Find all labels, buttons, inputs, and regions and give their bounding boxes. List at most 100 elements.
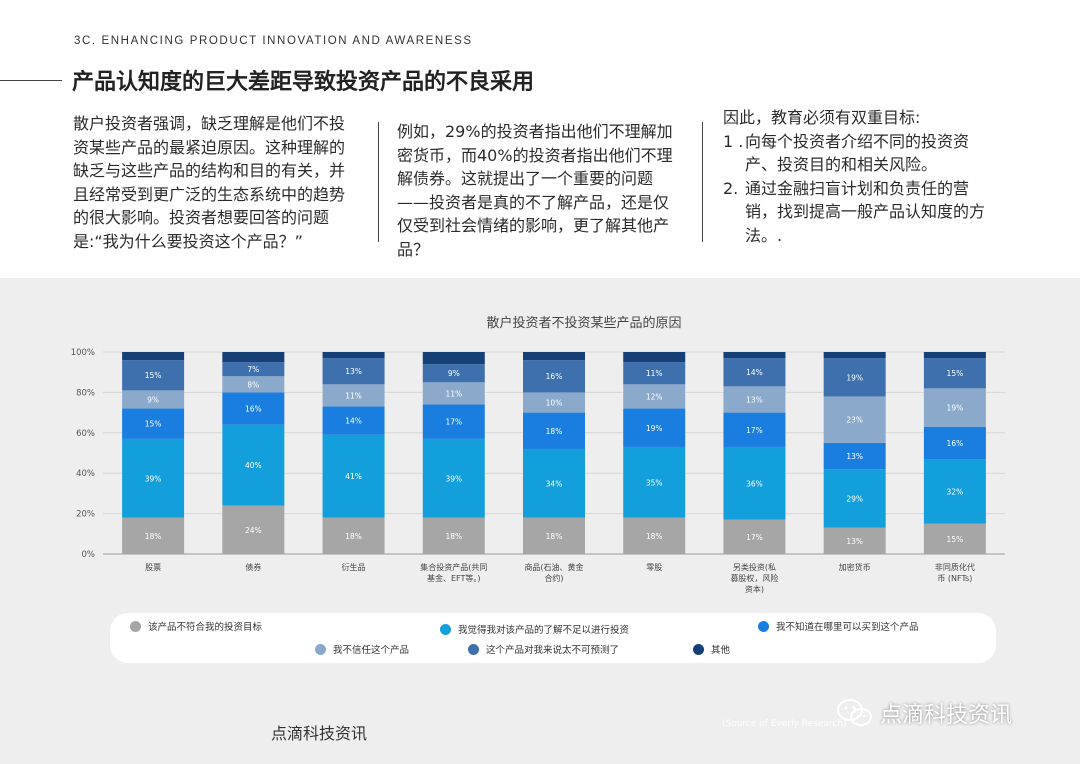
legend-swatch-where-to-buy (758, 620, 769, 632)
data-label-2-2: 14% (345, 417, 362, 426)
bar-6-series-5 (723, 352, 786, 359)
legend-label-distrust: 我不信任这个产品 (333, 645, 410, 656)
data-label-4-1: 34% (546, 479, 563, 488)
data-label-3-1: 39% (445, 474, 462, 483)
bar-1-series-4 (222, 362, 285, 377)
data-label-2-0: 18% (345, 532, 362, 541)
bar-0-series-5 (122, 352, 185, 361)
bar-5-series-5 (623, 352, 686, 363)
data-label-2-3: 11% (345, 391, 362, 400)
bar-4-series-0 (523, 517, 585, 554)
chart-title: 散户投资者不投资某些产品的原因 (486, 315, 681, 331)
bar-2-series-1 (322, 434, 385, 518)
data-label-7-0: 13% (846, 537, 863, 546)
bar-4-series-1 (523, 448, 585, 518)
bar-2-series-3 (322, 384, 385, 407)
text-column-2: 例如，29%的投资者指出他们不理解加密货币，而40%的投资者指出他们不理解债券。… (397, 122, 673, 259)
data-label-3-0: 18% (445, 532, 462, 541)
data-label-8-0: 15% (947, 535, 964, 544)
data-label-2-4: 13% (345, 367, 362, 376)
legend-item-lack-knowledge: 我觉得我对该产品的了解不足以进行投资 (440, 622, 629, 636)
legend-box: 该产品不符合我的投资目标 我觉得我对该产品的了解不足以进行投资 我不知道在哪里可… (110, 613, 996, 663)
data-label-7-4: 19% (846, 373, 863, 382)
goal-number-2: 2. (723, 178, 739, 198)
category-label-4-line-1: 合约) (544, 573, 563, 583)
legend-swatch-other (693, 643, 704, 655)
bar-8-series-0 (923, 523, 986, 554)
data-label-4-2: 18% (546, 427, 563, 436)
data-label-4-3: 10% (546, 399, 563, 408)
bar-5-series-1 (623, 446, 686, 518)
bar-0-series-0 (122, 517, 185, 554)
legend-label-unpredictable: 这个产品对我来说太不可预测了 (486, 645, 620, 656)
legend-label-lack-knowledge: 我觉得我对该产品的了解不足以进行投资 (458, 625, 630, 636)
bar-2-series-0 (322, 517, 385, 554)
source-note: (Source of Everly Research) (722, 719, 847, 729)
bar-7-series-5 (823, 352, 886, 359)
bar-3-series-0 (422, 517, 485, 554)
chart-panel: 散户投资者不投资某些产品的原因 0% 20% 40% 60% 80% 100% 18% 39% 1… (0, 278, 1080, 764)
column-divider-2 (702, 122, 703, 242)
bar-0-series-4 (122, 360, 185, 391)
category-label-1-line-0: 债券 (245, 562, 261, 572)
category-label-8-line-1: 币 (NFTs) (937, 574, 972, 583)
category-label-0-line-0: 股票 (145, 563, 161, 572)
data-label-6-1: 36% (746, 479, 763, 488)
data-label-4-4: 16% (546, 372, 563, 381)
data-label-6-2: 17% (746, 426, 763, 435)
bar-6-series-1 (723, 446, 786, 520)
data-label-3-3: 11% (445, 389, 462, 398)
goal-number-1: 1 . (723, 131, 744, 151)
goals-intro: 因此，教育必须有双重目标: (723, 108, 921, 127)
bar-3-series-4 (422, 364, 485, 383)
bar-2-series-2 (322, 406, 385, 435)
bar-8-series-3 (923, 388, 986, 427)
bar-3-series-1 (422, 438, 485, 518)
legend-label-other: 其他 (711, 645, 731, 656)
data-label-0-2: 15% (145, 420, 162, 429)
data-label-8-4: 15% (947, 369, 964, 378)
goal-text-1: 向每个投资者介绍不同的投资资产、投资目的和相关风险。 (745, 131, 970, 175)
data-label-8-2: 16% (947, 439, 964, 448)
category-label-3-line-0: 集合投资产品(共同 (420, 562, 487, 572)
category-label-6-line-2: 资本) (745, 584, 764, 594)
bar-1-series-5 (222, 352, 285, 363)
bar-8-series-1 (923, 459, 986, 524)
legend-item-distrust: 我不信任这个产品 (315, 642, 409, 656)
bar-5-series-2 (623, 408, 686, 447)
data-label-2-1: 41% (345, 472, 362, 481)
legend-swatch-unpredictable (468, 643, 479, 655)
bar-4-series-3 (523, 392, 585, 413)
bar-7-series-1 (823, 469, 886, 528)
data-label-1-0: 24% (245, 526, 262, 535)
y-tick-label-4: 80% (76, 388, 95, 398)
text-column-1: 散户投资者强调，缺乏理解是他们不投资某些产品的最紧迫原因。这种理解的缺乏与这些产… (73, 114, 346, 251)
bar-7-series-3 (823, 396, 886, 443)
legend-label-not-fit-goals: 该产品不符合我的投资目标 (148, 622, 263, 633)
data-label-1-2: 16% (245, 405, 262, 414)
goal-text-2: 通过金融扫盲计划和负责任的营销，找到提高一般产品认知度的方法。. (745, 178, 986, 245)
data-label-5-4: 11% (646, 369, 663, 378)
bar-2-series-4 (322, 358, 385, 385)
bar-5-series-4 (623, 362, 686, 385)
data-label-7-3: 23% (846, 416, 863, 425)
data-label-1-1: 40% (245, 461, 262, 470)
column-divider-1 (378, 122, 379, 242)
bar-3-series-5 (422, 352, 485, 365)
data-label-4-0: 18% (546, 532, 563, 541)
bar-1-series-1 (222, 424, 285, 506)
bar-8-series-5 (923, 352, 986, 359)
title-rule (0, 80, 62, 81)
goal-item-2: 2. 通过金融扫盲计划和负责任的营销，找到提高一般产品认知度的方法。. (723, 177, 985, 248)
legend-swatch-lack-knowledge (440, 623, 451, 635)
data-label-7-1: 29% (846, 494, 863, 503)
watermark-text: 点滴科技资讯 (880, 703, 1013, 728)
data-label-8-3: 19% (947, 404, 964, 413)
data-label-0-3: 9% (147, 395, 159, 404)
data-label-0-1: 39% (145, 474, 162, 483)
bar-1-series-2 (222, 392, 285, 425)
category-label-6-line-0: 另类投资(私 (733, 562, 776, 572)
legend-item-not-fit-goals: 该产品不符合我的投资目标 (130, 619, 262, 633)
bar-7-series-0 (823, 527, 886, 554)
bar-7-series-4 (823, 358, 886, 397)
